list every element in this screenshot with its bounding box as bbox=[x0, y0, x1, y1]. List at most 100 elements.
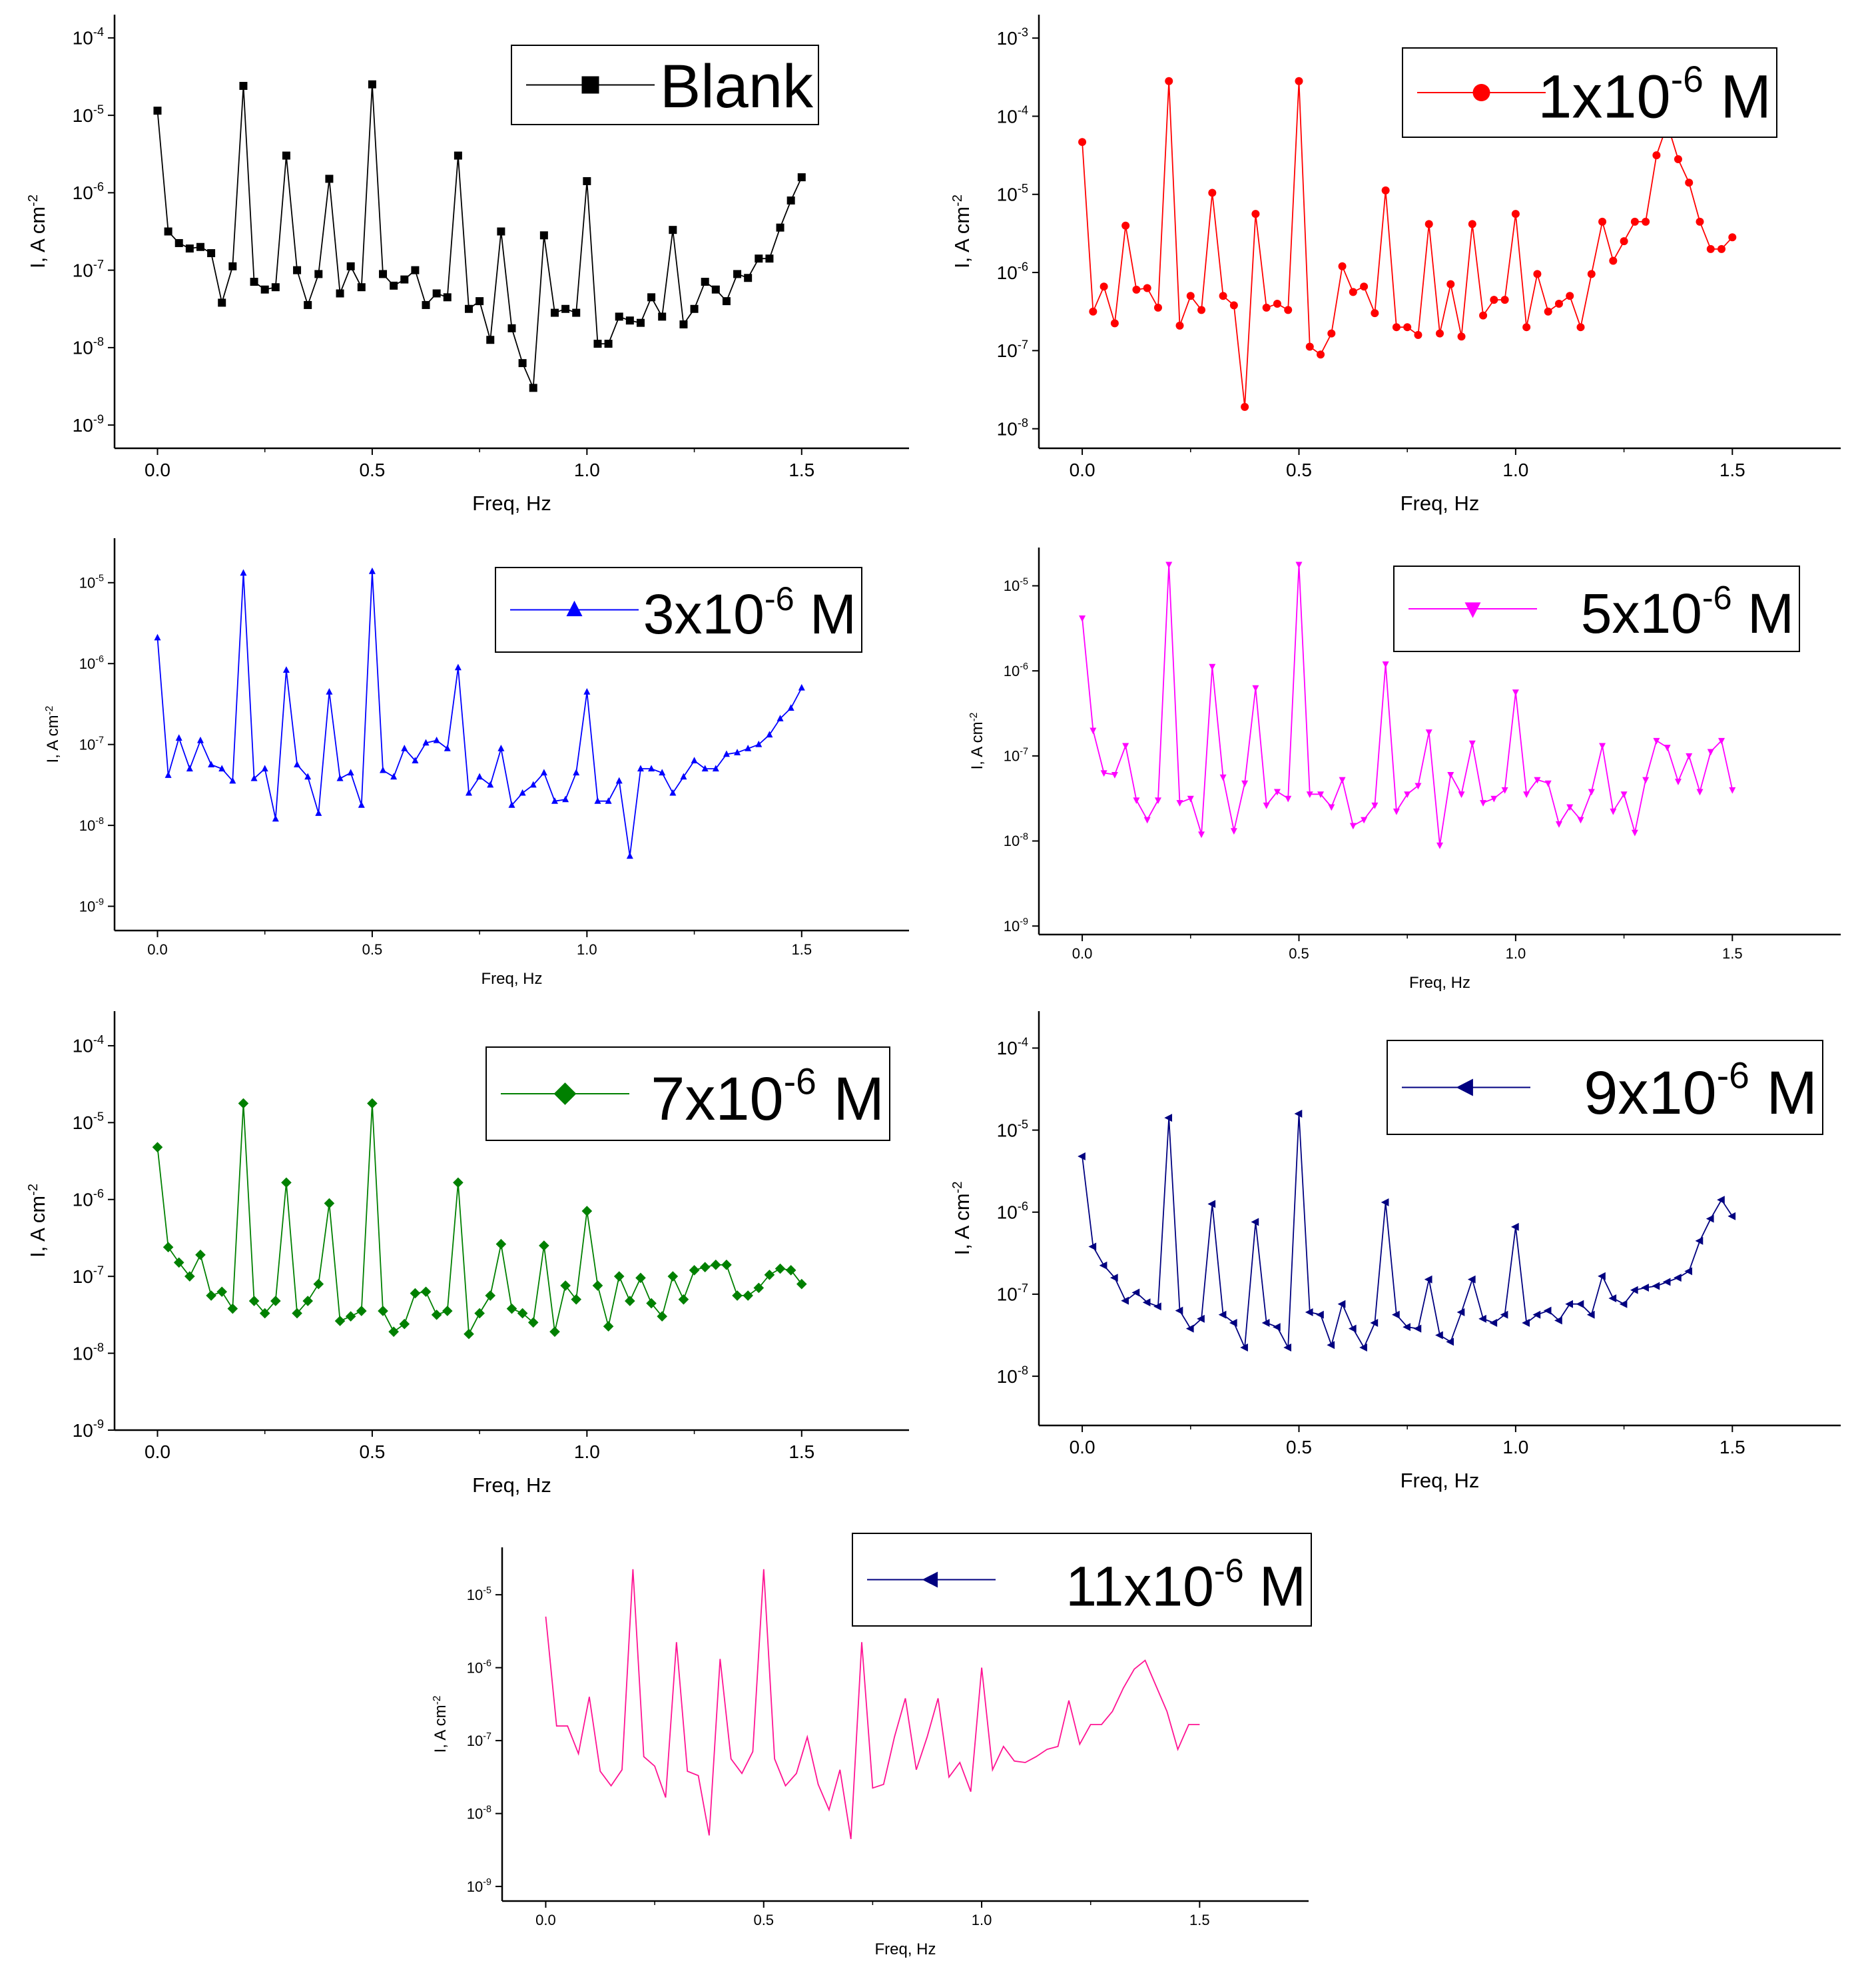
data-point bbox=[1467, 1275, 1476, 1284]
data-point bbox=[270, 1296, 281, 1306]
y-axis-label: I, A cm-2 bbox=[26, 1184, 49, 1258]
y-tick-label: 10-6 bbox=[997, 1200, 1028, 1223]
data-point bbox=[1132, 285, 1141, 294]
data-point bbox=[1424, 1275, 1432, 1284]
data-point bbox=[571, 1294, 582, 1305]
data-point bbox=[744, 274, 753, 282]
data-point bbox=[659, 769, 666, 776]
y-tick-label: 10-8 bbox=[79, 816, 104, 834]
data-point bbox=[636, 318, 645, 327]
x-axis-label: Freq, Hz bbox=[1401, 492, 1480, 515]
data-point bbox=[1630, 217, 1639, 226]
data-point bbox=[272, 815, 279, 822]
data-point bbox=[304, 773, 312, 780]
legend: 9x10-6 M bbox=[1387, 1040, 1823, 1135]
data-point bbox=[764, 1270, 775, 1280]
data-point bbox=[271, 283, 280, 292]
data-point bbox=[1631, 829, 1638, 837]
data-point bbox=[174, 238, 183, 247]
data-point bbox=[1176, 800, 1183, 807]
data-point bbox=[785, 1265, 796, 1276]
chart-panel-c5: 10-5 10-6 10-7 10-8 10-9 0.0 0.5 1.0 1.5 Freq, Hz… bbox=[968, 548, 1841, 992]
data-point bbox=[1305, 342, 1314, 351]
data-point bbox=[1361, 817, 1368, 824]
legend: Blank bbox=[511, 45, 819, 125]
data-point bbox=[281, 1177, 292, 1188]
data-point bbox=[1403, 323, 1412, 332]
data-point bbox=[1555, 821, 1562, 828]
chart-panel-c11: 10-5 10-6 10-7 10-8 10-9 0.0 0.5 1.0 1.5 Freq, Hz… bbox=[432, 1533, 1312, 1958]
data-point bbox=[206, 1290, 216, 1301]
data-point bbox=[734, 749, 741, 755]
data-point bbox=[529, 781, 537, 788]
data-point bbox=[250, 278, 258, 286]
data-point bbox=[1458, 791, 1465, 799]
data-point bbox=[1111, 771, 1118, 779]
data-point bbox=[368, 568, 376, 574]
data-point bbox=[1674, 155, 1682, 163]
y-tick-label: 10-8 bbox=[997, 1364, 1028, 1387]
data-point bbox=[1099, 282, 1108, 291]
data-point bbox=[1522, 1319, 1530, 1328]
data-point bbox=[1707, 749, 1714, 756]
data-point bbox=[497, 745, 505, 751]
y-axis-label: I, A cm-2 bbox=[950, 195, 974, 268]
data-point bbox=[753, 1282, 765, 1294]
data-point bbox=[207, 249, 216, 258]
data-point bbox=[1403, 1323, 1410, 1332]
data-point bbox=[356, 1306, 367, 1316]
data-point bbox=[164, 771, 172, 778]
y-tick-label: 10-4 bbox=[997, 104, 1028, 127]
data-point bbox=[248, 1296, 260, 1306]
data-point bbox=[539, 1240, 549, 1251]
data-point bbox=[615, 312, 623, 321]
y-tick-label: 10-9 bbox=[1004, 917, 1028, 935]
data-point bbox=[786, 196, 795, 204]
data-point bbox=[229, 777, 236, 784]
data-point bbox=[679, 320, 688, 328]
data-point bbox=[238, 1098, 249, 1109]
data-point bbox=[1165, 77, 1173, 85]
data-point bbox=[680, 773, 687, 780]
y-tick-label: 10-5 bbox=[79, 574, 104, 591]
data-point bbox=[399, 1318, 410, 1330]
data-point bbox=[294, 761, 301, 768]
data-point bbox=[1131, 1288, 1140, 1297]
data-point bbox=[1143, 284, 1151, 292]
data-point bbox=[527, 1317, 539, 1328]
data-point bbox=[401, 745, 408, 751]
data-point bbox=[1121, 1296, 1129, 1305]
data-point bbox=[1404, 791, 1411, 799]
data-point bbox=[1349, 288, 1357, 296]
data-point bbox=[1208, 189, 1217, 197]
data-point bbox=[1653, 737, 1660, 745]
data-point bbox=[466, 789, 473, 796]
y-tick-label: 10-8 bbox=[1004, 831, 1028, 849]
y-tick-label: 10-6 bbox=[73, 181, 104, 204]
data-point bbox=[1532, 1310, 1541, 1319]
data-point bbox=[218, 298, 226, 307]
y-tick-label: 10-6 bbox=[73, 1187, 104, 1210]
y-tick-label: 10-9 bbox=[73, 1417, 104, 1441]
data-point bbox=[432, 289, 441, 298]
legend-label: 1x10-6 M bbox=[1538, 59, 1771, 131]
data-point bbox=[1121, 221, 1130, 230]
data-point bbox=[218, 765, 226, 772]
data-point bbox=[1263, 802, 1270, 809]
data-point bbox=[412, 757, 419, 763]
data-point bbox=[1392, 1310, 1400, 1319]
data-point bbox=[336, 774, 344, 781]
data-point bbox=[625, 1296, 635, 1306]
data-point bbox=[1241, 780, 1249, 787]
data-point bbox=[1543, 1306, 1552, 1315]
data-point bbox=[1284, 306, 1293, 314]
y-tick-label: 10-8 bbox=[73, 1341, 104, 1364]
data-point bbox=[722, 297, 731, 306]
data-point bbox=[1664, 745, 1671, 751]
data-point bbox=[1175, 321, 1184, 330]
data-point bbox=[454, 663, 462, 671]
data-point bbox=[1544, 780, 1552, 787]
data-point bbox=[1523, 791, 1530, 799]
data-point bbox=[1165, 562, 1173, 569]
legend-marker bbox=[1472, 84, 1490, 101]
